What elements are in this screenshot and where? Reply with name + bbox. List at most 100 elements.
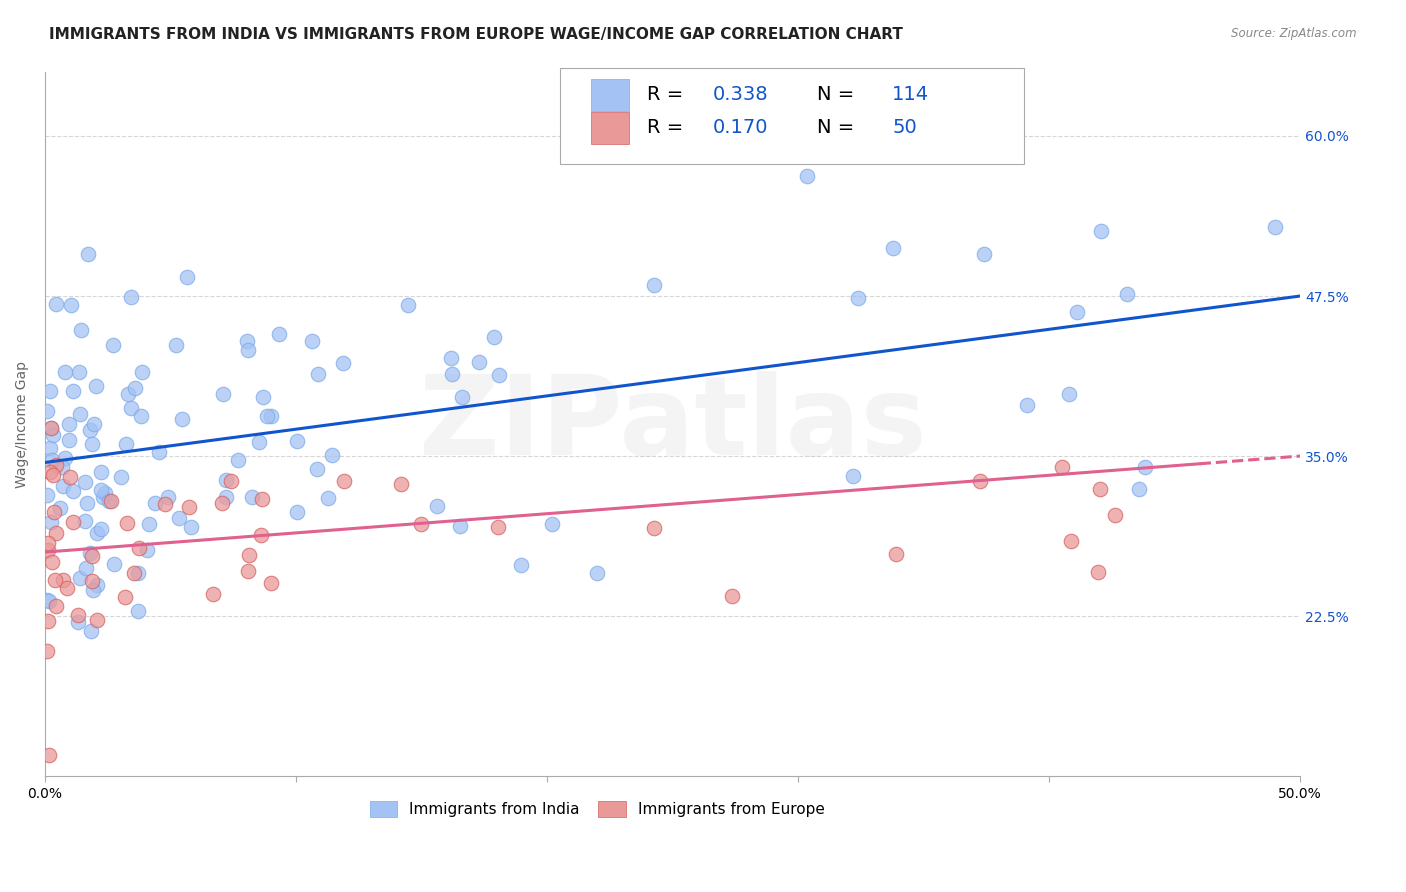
Text: 0.338: 0.338 xyxy=(713,86,768,104)
Point xyxy=(1088,482,1111,496)
Point xyxy=(250,491,273,506)
Bar xyxy=(591,112,628,144)
Point xyxy=(91,490,114,504)
Point xyxy=(215,473,238,487)
Point xyxy=(39,441,62,455)
Text: R =: R = xyxy=(647,119,690,137)
Point xyxy=(586,566,609,581)
Point xyxy=(38,594,60,608)
Point xyxy=(42,505,65,519)
Point xyxy=(143,496,166,510)
Point xyxy=(260,576,283,591)
Text: 0.170: 0.170 xyxy=(713,119,768,137)
Text: 50: 50 xyxy=(893,119,917,137)
Point xyxy=(86,578,108,592)
Point xyxy=(82,583,104,598)
Point xyxy=(252,390,274,404)
Point xyxy=(62,384,84,398)
Point xyxy=(285,434,308,448)
Point xyxy=(37,535,59,549)
Point xyxy=(94,486,117,500)
Point xyxy=(66,615,89,630)
Point xyxy=(451,390,474,404)
Point xyxy=(333,474,356,488)
Point xyxy=(541,517,564,532)
Text: ZIPatlas: ZIPatlas xyxy=(419,370,927,477)
Point xyxy=(129,409,152,424)
Point xyxy=(1015,398,1038,412)
Point xyxy=(219,475,242,489)
Point xyxy=(316,491,339,505)
Point xyxy=(165,338,187,352)
Point xyxy=(121,290,143,304)
Point xyxy=(180,520,202,534)
Point xyxy=(52,479,75,493)
Point xyxy=(307,367,329,381)
Text: IMMIGRANTS FROM INDIA VS IMMIGRANTS FROM EUROPE WAGE/INCOME GAP CORRELATION CHAR: IMMIGRANTS FROM INDIA VS IMMIGRANTS FROM… xyxy=(49,27,903,42)
Point xyxy=(53,365,76,379)
Point xyxy=(110,470,132,484)
Point xyxy=(128,541,150,555)
FancyBboxPatch shape xyxy=(560,69,1024,163)
Point xyxy=(1087,565,1109,579)
Point xyxy=(440,351,463,366)
Point xyxy=(76,496,98,510)
Point xyxy=(211,496,233,510)
Point xyxy=(37,404,59,418)
Point xyxy=(973,247,995,261)
Point xyxy=(69,407,91,421)
Point xyxy=(238,564,260,578)
Point xyxy=(39,421,62,435)
Point xyxy=(842,468,865,483)
Point xyxy=(41,468,63,483)
Point xyxy=(58,417,80,432)
Point xyxy=(1133,460,1156,475)
Point xyxy=(86,613,108,627)
Point xyxy=(138,517,160,532)
Point xyxy=(39,384,62,398)
Point xyxy=(44,573,66,587)
Point xyxy=(256,409,278,423)
Point xyxy=(41,453,63,467)
Point xyxy=(45,526,67,541)
Point xyxy=(1066,305,1088,319)
Point xyxy=(39,515,62,529)
Point xyxy=(82,437,104,451)
Legend: Immigrants from India, Immigrants from Europe: Immigrants from India, Immigrants from E… xyxy=(361,794,832,825)
Point xyxy=(250,528,273,542)
Point xyxy=(56,582,79,596)
Point xyxy=(449,519,471,533)
Text: 114: 114 xyxy=(893,86,929,104)
Point xyxy=(75,514,97,528)
Point xyxy=(41,427,63,442)
Point xyxy=(848,291,870,305)
Point xyxy=(170,412,193,426)
Point xyxy=(49,501,72,516)
Point xyxy=(100,493,122,508)
Point xyxy=(1116,287,1139,301)
Y-axis label: Wage/Income Gap: Wage/Income Gap xyxy=(15,360,30,488)
Point xyxy=(389,477,412,491)
Point xyxy=(332,356,354,370)
Point xyxy=(1057,386,1080,401)
Point xyxy=(247,435,270,450)
Point xyxy=(426,500,449,514)
Point xyxy=(238,343,260,357)
Point xyxy=(796,169,818,184)
Point xyxy=(82,574,104,588)
Point xyxy=(37,592,59,607)
Point xyxy=(101,338,124,352)
Point xyxy=(468,355,491,369)
Point xyxy=(39,465,62,479)
Point xyxy=(84,378,107,392)
Point xyxy=(45,297,67,311)
Point xyxy=(135,542,157,557)
Point xyxy=(131,365,153,379)
Point xyxy=(1128,482,1150,496)
Point xyxy=(510,558,533,573)
Point xyxy=(37,644,59,658)
Point xyxy=(69,571,91,585)
Point xyxy=(122,566,145,580)
Point xyxy=(66,608,89,623)
Point xyxy=(179,500,201,514)
